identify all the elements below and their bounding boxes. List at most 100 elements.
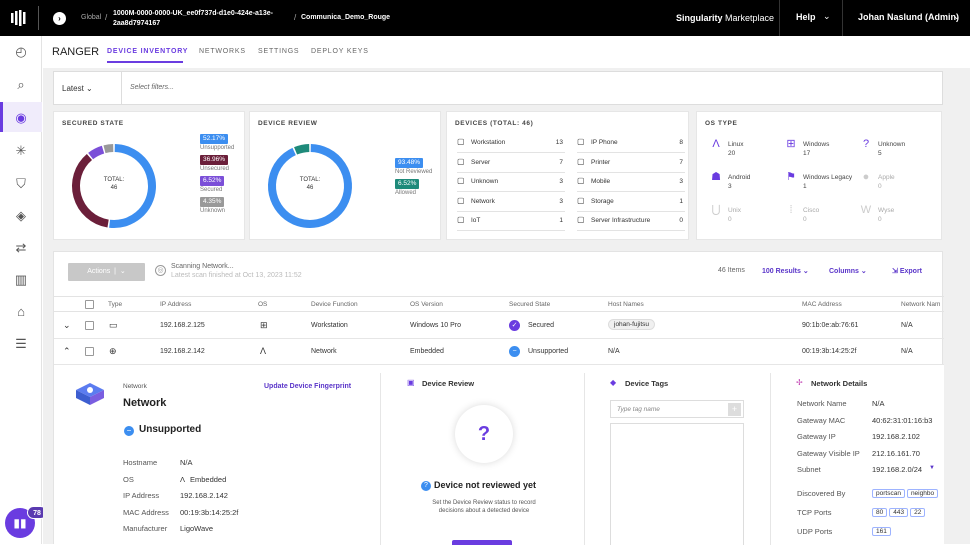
card-title: DEVICES (TOTAL: 46) [455,120,534,127]
device-type-row[interactable]: ▢ Printer 7 [577,156,685,173]
help-menu[interactable]: Help [796,12,816,22]
os-item-android[interactable]: ☗ Android 3 [711,172,750,191]
os-item-unknown[interactable]: ? Unknown 5 [863,139,905,158]
columns-dropdown[interactable]: Columns ⌄ [829,267,867,275]
set-review-button[interactable] [452,540,512,545]
expand-chevron-icon[interactable]: ⌄ [63,320,71,330]
marketplace-link[interactable]: Singularity Marketplace [676,12,774,26]
hostname-chip[interactable]: johan-fujitsu [608,319,656,330]
actions-button[interactable]: Actions | ⌄ [68,263,145,281]
collapse-chevron-icon[interactable]: ⌃ [63,346,71,356]
scope-account[interactable]: 1000M-0000-0000-UK_ee0f737d-d1e0-424e-a1… [113,10,273,27]
shield-icon[interactable]: ⛉ [16,176,26,191]
device-type-row[interactable]: ▢ Server 7 [457,156,565,173]
sentinels-icon[interactable]: ✳ [15,143,27,158]
legend-item[interactable]: 93.48% Not Reviewed [395,158,432,176]
device-type-row[interactable]: ▢ Unknown 3 [457,175,565,192]
windows-icon: ⊞ [786,138,796,150]
column-header-type[interactable]: Type [108,301,123,308]
device-type-row[interactable]: ▢ Server Infrastructure 0 [577,214,685,231]
filter-input[interactable]: Select filters... [130,84,174,91]
workstation-icon: ▢ [457,137,465,146]
linux-icon: Λ [180,474,186,484]
row-checkbox[interactable] [85,347,94,356]
tag-input[interactable]: Type tag name + [610,400,744,418]
donut-segment-not-reviewed[interactable] [268,144,352,228]
select-all-checkbox[interactable] [85,300,94,309]
device-type-row[interactable]: ▢ Mobile 3 [577,175,685,192]
review-title: Device Review [422,379,475,388]
latest-dropdown[interactable]: Latest ⌄ [62,84,93,93]
latest-label: Latest [62,84,84,93]
help-center-button[interactable]: ▮▮ 78 [5,506,47,538]
dashboard-icon[interactable]: ◴ [15,44,27,59]
donut-segment-secured[interactable] [88,145,105,160]
chevron-down-icon[interactable]: ⌄ [953,11,961,21]
device-review-donut[interactable] [264,140,356,232]
os-item-linux[interactable]: Λ Linux 20 [712,139,743,158]
sync-icon[interactable]: ⇄ [15,240,27,255]
column-header-hostnames[interactable]: Host Names [608,301,644,308]
device-type-label: Server [471,158,491,166]
column-header-mac[interactable]: MAC Address [802,301,842,308]
table-row[interactable]: ⌄ ▭ 192.168.2.125 ⊞ Workstation Windows … [54,313,944,339]
legend-item[interactable]: 6.52% Allowed [395,179,432,197]
table-row[interactable]: ⌃ ⊕ 192.168.2.142 Λ Network Embedded − U… [54,339,944,365]
windows-legacy-icon: ⚑ [786,171,796,183]
device-type-row[interactable]: ▢ Storage 1 [577,195,685,212]
tcp-label: TCP Ports [797,508,832,517]
scope-global[interactable]: Global [81,14,102,21]
user-menu[interactable]: Johan Naslund (Admin) [858,12,959,22]
diamond-icon[interactable]: ◈ [16,208,26,223]
update-fingerprint-link[interactable]: Update Device Fingerprint [264,383,352,390]
secured-state-donut[interactable] [68,140,160,232]
reports-icon[interactable]: ▥ [14,272,28,287]
export-button[interactable]: ⇲ Export [892,267,922,275]
scope-expand-icon[interactable]: › [53,12,66,25]
server-icon[interactable]: ⌂ [17,304,25,319]
legend-item[interactable]: 52.17% Unsupported [200,134,234,152]
chevron-down-icon[interactable]: ⌄ [823,11,831,21]
divider [38,6,39,30]
os-item-windows-legacy[interactable]: ⚑ Windows Legacy 1 [786,172,852,191]
sentinelone-logo-icon[interactable] [10,9,28,27]
ranger-icon[interactable]: ◉ [15,110,27,125]
column-header-secured[interactable]: Secured State [509,301,551,308]
os-item-cisco[interactable]: ⁞ Cisco 0 [789,205,819,224]
row-checkbox[interactable] [85,321,94,330]
legend-item[interactable]: 36.96% Unsecured [200,155,234,173]
device-type-row[interactable]: ▢ Workstation 13 [457,136,565,153]
results-dropdown[interactable]: 100 Results ⌄ [762,267,809,275]
column-header-ip[interactable]: IP Address [160,301,192,308]
column-header-network[interactable]: Network Nam [901,301,941,308]
os-item-wyse[interactable]: W Wyse 0 [861,205,894,224]
settings-icon[interactable]: ☰ [15,336,27,351]
tab-deploy-keys[interactable]: DEPLOY KEYS [311,48,369,55]
scope-site[interactable]: Communica_Demo_Rouge [301,14,391,21]
legend-item[interactable]: 6.52% Secured [200,176,234,194]
search-icon[interactable]: ⌕ [17,77,25,92]
os-count: 0 [728,216,732,223]
donut-segment-unsupported[interactable] [109,144,156,228]
review-description: Set the Device Review status to record de… [384,499,584,515]
secured-state-legend: 52.17% Unsupported 36.96% Unsecured 6.52% Sec… [200,134,234,218]
device-type-row[interactable]: ▢ IP Phone 8 [577,136,685,153]
donut-segment-unknown[interactable] [103,144,114,154]
os-item-windows[interactable]: ⊞ Windows 17 [786,139,829,158]
tab-settings[interactable]: SETTINGS [258,48,300,55]
subnet-filter-icon[interactable]: ▼ [929,465,935,471]
column-header-osversion[interactable]: OS Version [410,301,443,308]
legend-item[interactable]: 4.35% Unknown [200,197,234,215]
tab-device-inventory[interactable]: DEVICE INVENTORY [107,48,189,55]
add-tag-button[interactable]: + [728,403,741,416]
os-item-apple[interactable]: ● Apple 0 [863,172,895,191]
donut-segment-unsecured[interactable] [72,153,109,228]
tab-networks[interactable]: NETWORKS [199,48,246,55]
device-type-row[interactable]: ▢ Network 3 [457,195,565,212]
os-item-unix[interactable]: ⋃ Unix 0 [711,205,741,224]
card-title: OS TYPE [705,120,738,127]
donut-segment-allowed[interactable] [294,144,310,155]
device-type-row[interactable]: ▢ IoT 1 [457,214,565,231]
column-header-os[interactable]: OS [258,301,268,308]
column-header-function[interactable]: Device Function [311,301,358,308]
